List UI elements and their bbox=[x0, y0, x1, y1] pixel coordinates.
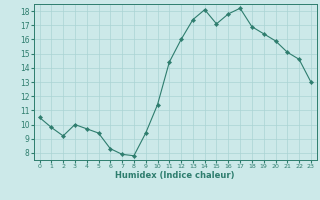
X-axis label: Humidex (Indice chaleur): Humidex (Indice chaleur) bbox=[116, 171, 235, 180]
